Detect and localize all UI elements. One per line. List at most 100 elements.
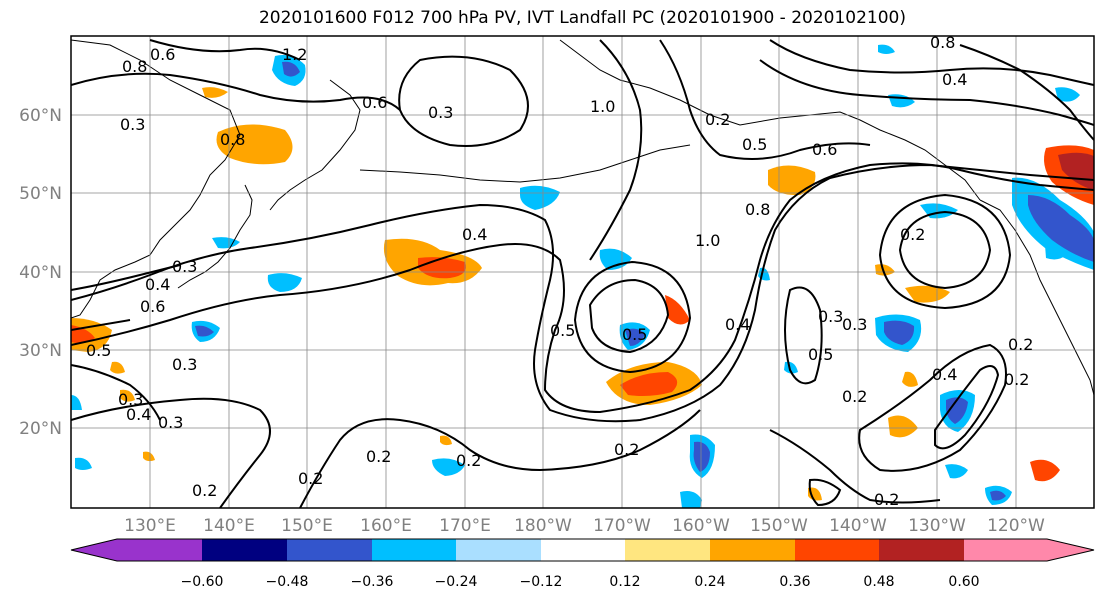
shade-patch xyxy=(143,451,155,462)
lon-label: 130°W xyxy=(908,516,966,536)
contour-label: 0.2 xyxy=(705,110,730,129)
shade-patch xyxy=(216,124,293,165)
shade-patch xyxy=(440,435,452,446)
shade-patch xyxy=(1045,245,1066,260)
lat-label: 40°N xyxy=(19,263,62,283)
shade-patch xyxy=(1058,152,1094,190)
contour-line xyxy=(71,319,131,331)
contour-label: 0.6 xyxy=(150,45,175,64)
contour-label: 0.8 xyxy=(220,130,245,149)
colorbar-outline xyxy=(70,538,1095,562)
lon-label: 130°E xyxy=(124,516,176,536)
contour-line xyxy=(659,39,871,160)
lon-label: 150°E xyxy=(281,516,333,536)
contour-label: 0.3 xyxy=(120,115,145,134)
contour-label: 0.3 xyxy=(842,315,867,334)
contour-label: 0.3 xyxy=(158,413,183,432)
lon-label: 160°W xyxy=(672,516,730,536)
contour-label: 0.4 xyxy=(942,70,967,89)
colorbar-tick-label: −0.12 xyxy=(520,574,563,590)
shade-patch xyxy=(1030,459,1060,482)
shade-patch xyxy=(884,320,915,345)
lon-label: 180°W xyxy=(514,516,572,536)
contour-line xyxy=(589,39,643,261)
shade-patch xyxy=(282,61,300,77)
contour-label: 0.2 xyxy=(614,440,639,459)
contour-line xyxy=(808,478,842,507)
contour-line xyxy=(71,397,271,508)
lon-label: 170°E xyxy=(439,516,491,536)
contour-line xyxy=(71,163,1094,423)
shade-patch xyxy=(768,165,816,196)
lon-label: 120°W xyxy=(987,516,1045,536)
contour-label: 0.4 xyxy=(462,225,487,244)
shade-patch xyxy=(110,361,125,374)
pv-shading xyxy=(71,44,1094,508)
longitude-labels: 130°E 140°E 150°E 160°E 170°E 180°W 170°… xyxy=(124,516,1045,536)
contour-label: 0.6 xyxy=(812,140,837,159)
colorbar-tick-label: −0.24 xyxy=(435,574,478,590)
contour-label: 0.2 xyxy=(366,447,391,466)
shade-patch xyxy=(599,248,632,270)
contour-label: 0.3 xyxy=(818,307,843,326)
latitude-labels: 60°N 50°N 40°N 30°N 20°N xyxy=(19,106,62,439)
contour-label: 0.8 xyxy=(745,200,770,219)
contour-label: 0.5 xyxy=(550,321,575,340)
contour-label: 0.3 xyxy=(118,390,143,409)
shade-patch xyxy=(680,491,702,508)
contour-line xyxy=(71,364,161,421)
colorbar: −0.60 −0.48 −0.36 −0.24 −0.12 0.12 0.24 … xyxy=(70,538,1095,590)
lat-label: 60°N xyxy=(19,106,62,126)
colorbar-segment xyxy=(795,539,881,561)
contour-label: 0.5 xyxy=(86,341,111,360)
contour-label: 0.4 xyxy=(126,405,151,424)
shade-patch xyxy=(620,372,678,396)
contour-label: 0.3 xyxy=(172,257,197,276)
shade-patch xyxy=(432,458,465,476)
shade-patch xyxy=(625,328,645,346)
contour-label: 0.3 xyxy=(172,355,197,374)
lon-label: 160°E xyxy=(360,516,412,536)
contour-label: 0.2 xyxy=(1004,370,1029,389)
colorbar-tick-label: −0.48 xyxy=(266,574,309,590)
pv-contours xyxy=(71,39,1094,508)
graticule xyxy=(71,36,1094,508)
colorbar-tick-label: 0.12 xyxy=(609,574,640,590)
shade-patch xyxy=(120,389,135,402)
shade-patch xyxy=(875,264,895,276)
shade-patch xyxy=(1028,195,1094,262)
shade-patch xyxy=(878,44,895,54)
colorbar-segment xyxy=(879,539,965,561)
contour-label: 0.5 xyxy=(808,345,833,364)
contour-line xyxy=(588,278,670,354)
colorbar-tick-label: −0.36 xyxy=(351,574,394,590)
contour-line xyxy=(959,44,1094,141)
contour-line xyxy=(573,260,692,374)
contour-label: 0.2 xyxy=(900,225,925,244)
contour-line xyxy=(784,286,823,385)
contour-label: 1.0 xyxy=(695,231,720,250)
contour-labels: 0.6 1.2 0.8 0.3 0.6 0.3 0.8 1.0 0.2 0.5 … xyxy=(86,36,1033,508)
contour-label: 0.4 xyxy=(932,365,957,384)
shade-patch xyxy=(665,295,690,325)
shade-patch xyxy=(905,285,950,303)
shade-patch xyxy=(267,273,302,292)
colorbar-segment xyxy=(964,539,1048,561)
shade-patch xyxy=(195,325,214,337)
colorbar-tick-label: 0.36 xyxy=(779,574,810,590)
shade-patch xyxy=(888,415,918,438)
colorbar-segment xyxy=(287,539,373,561)
coastline-aleutians xyxy=(359,144,691,183)
colorbar-tick-label: −0.60 xyxy=(181,574,224,590)
coastline-namerica xyxy=(979,199,1094,396)
shade-patch xyxy=(71,395,82,410)
colorbar-tick-label: 0.60 xyxy=(948,574,979,590)
contour-line xyxy=(71,72,401,111)
shade-patch xyxy=(1055,87,1080,102)
contour-label: 0.8 xyxy=(122,57,147,76)
shade-patch xyxy=(212,237,240,249)
shade-patch xyxy=(946,397,968,424)
contour-label: 0.5 xyxy=(742,135,767,154)
shade-patch xyxy=(75,457,92,470)
